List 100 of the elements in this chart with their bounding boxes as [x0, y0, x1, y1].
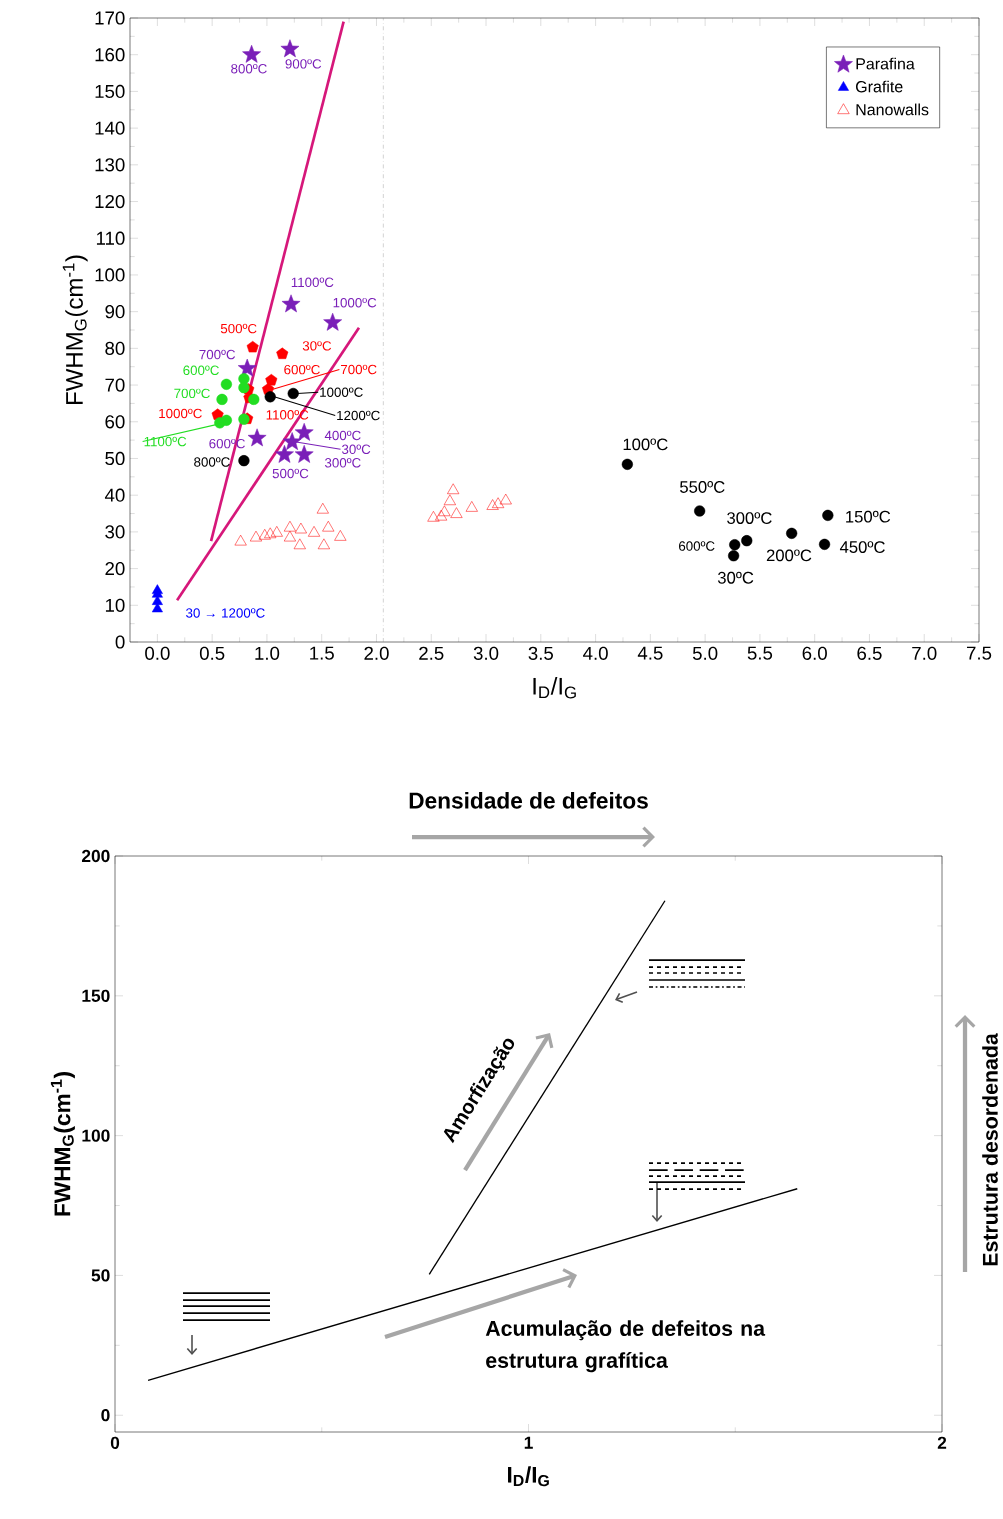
y-tick-label: 130: [95, 158, 125, 172]
annotation: 1100ºC: [144, 436, 187, 447]
legend-label: Grafite: [856, 80, 903, 93]
annotation: 800ºC: [231, 63, 267, 74]
annotation: 450ºC: [839, 541, 885, 553]
point: [238, 382, 250, 394]
point: [216, 393, 228, 405]
annotation: 30ºC: [717, 571, 754, 584]
annotation: 30ºC: [302, 341, 332, 351]
x-tick-label: 5.5: [747, 646, 773, 660]
y-tick-label: 20: [105, 561, 125, 576]
annotation: 200ºC: [766, 549, 812, 562]
y-tick-label: 30: [105, 525, 125, 539]
x-tick-label: 0.5: [199, 646, 225, 660]
y-tick-label: 150: [95, 84, 125, 99]
x-tick-label: 1: [524, 1436, 533, 1449]
x-tick-label: 4.5: [637, 646, 663, 660]
x-tick-label: 3.0: [473, 646, 499, 660]
point: [818, 538, 831, 550]
point: [258, 528, 271, 540]
text: Estrutura desordenada: [982, 1033, 998, 1266]
annotation: 1100ºC: [291, 277, 334, 288]
x-tick-label: 4.0: [583, 646, 608, 660]
x-tick-label: 2: [937, 1436, 947, 1449]
point: [293, 538, 306, 550]
annotation: 300ºC: [324, 458, 361, 468]
annotation: 1000ºC: [159, 408, 202, 419]
point: [247, 428, 267, 447]
y-tick-label: 70: [105, 378, 125, 392]
point: [465, 501, 478, 512]
point: [447, 483, 460, 495]
point: [450, 507, 463, 518]
y-tick-label: 80: [105, 341, 125, 355]
annotation: 700ºC: [174, 388, 210, 399]
point: [249, 530, 263, 542]
y-axis-title: FWHM$_{G}$(cm$^{-1}$): [50, 1072, 75, 1216]
annotation: 500ºC: [272, 468, 309, 479]
point: [214, 417, 226, 429]
x-tick-label: 0.0: [145, 646, 170, 660]
y-tick-label: 120: [95, 194, 125, 209]
point: [270, 526, 283, 537]
chart-title: Densidade de defeitos: [409, 792, 648, 809]
y-tick-label: 50: [91, 1269, 110, 1282]
y-tick-label: 110: [96, 231, 125, 245]
point: [283, 530, 296, 542]
point: [786, 527, 798, 539]
point: [234, 534, 247, 546]
annotation: 1200ºC: [337, 410, 380, 421]
point: [246, 340, 259, 353]
point: [822, 509, 834, 521]
point: [276, 347, 289, 359]
point: [728, 550, 740, 562]
point: [427, 511, 440, 522]
annotation: 600ºC: [284, 364, 320, 375]
x-tick-label: 3.5: [528, 646, 553, 660]
annotation: 800ºC: [194, 457, 230, 467]
point: [334, 530, 347, 541]
x-tick-label: 7.0: [912, 646, 937, 660]
annotation: 600ºC: [679, 541, 715, 551]
point: [316, 502, 329, 514]
point: [238, 413, 250, 425]
point: [317, 538, 330, 550]
y-tick-label: 140: [95, 121, 125, 135]
point: [265, 374, 278, 386]
point: [287, 387, 299, 400]
x-tick-label: 6.5: [857, 646, 882, 660]
x-tick-label: 2.5: [419, 646, 444, 660]
annotation: 400ºC: [324, 430, 361, 441]
annotation: 150ºC: [846, 510, 891, 523]
annotation: 500ºC: [220, 323, 257, 334]
point: [492, 497, 505, 508]
y-tick-label: 160: [95, 48, 125, 62]
x-axis-title: I$_{D}$/I$_{G}$: [533, 677, 576, 699]
annotation: 300ºC: [727, 512, 772, 524]
legend-label: Parafina: [856, 57, 915, 70]
point: [308, 526, 321, 537]
annotation: 900ºC: [285, 59, 322, 69]
point: [280, 39, 300, 58]
point: [238, 455, 250, 467]
point: [283, 520, 296, 532]
annotation: 1000ºC: [333, 297, 377, 308]
x-tick-label: 7.5: [966, 646, 992, 660]
point: [694, 505, 706, 517]
point: [741, 535, 753, 547]
annotation: 30ºC: [341, 444, 371, 455]
y-tick-label: 90: [105, 305, 125, 319]
point: [621, 458, 633, 470]
x-tick-label: 6.0: [802, 646, 827, 660]
y-tick-label: 0: [115, 635, 125, 649]
x-tick-label: 1.5: [310, 646, 334, 660]
legend-label: Nanowalls: [856, 103, 929, 116]
annotation: 1000ºC: [320, 387, 363, 397]
annotation: 30 → 1200ºC: [186, 608, 265, 618]
x-tick-label: 1.0: [255, 646, 280, 660]
point: [282, 432, 302, 450]
x-tick-label: 2.0: [364, 646, 389, 660]
point: [486, 499, 499, 510]
y-axis-title: FWHM$_{G}$(cm$^{-1}$): [62, 255, 88, 405]
y-tick-label: 170: [95, 11, 125, 25]
point: [294, 422, 314, 441]
